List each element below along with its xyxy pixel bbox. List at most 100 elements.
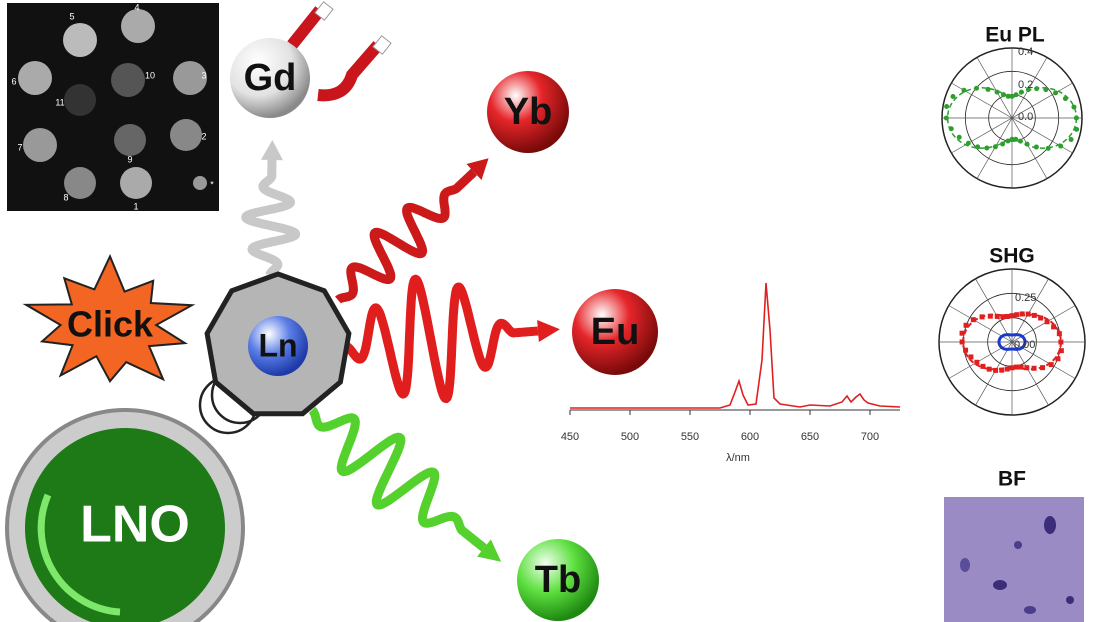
polar-point [1044, 319, 1050, 325]
polar-point [1068, 136, 1074, 142]
polar-point [944, 103, 950, 109]
wave [241, 156, 301, 279]
mri-label: * [210, 179, 214, 189]
polar-point [1058, 143, 1064, 149]
polar-point [1014, 312, 1020, 318]
polar-point [965, 140, 971, 146]
polar-point [1031, 312, 1037, 318]
polar-point [1025, 87, 1031, 93]
polar-point [963, 347, 969, 353]
polar-point [963, 322, 969, 328]
polar-point [1071, 104, 1077, 110]
polar-tick: 0.2 [1018, 79, 1033, 91]
polar-point [980, 363, 986, 369]
mri-panel: 5 4 6 10 3 11 7 9 2 8 1 * [7, 2, 219, 211]
mri-label: 5 [69, 11, 74, 21]
mri-label: 4 [134, 2, 139, 12]
mri-label: 2 [201, 131, 206, 141]
polar-point [974, 359, 980, 365]
wave [334, 168, 478, 304]
lno-label: LNO [80, 496, 190, 554]
polar-point [979, 314, 985, 320]
polar-point [1045, 145, 1051, 151]
polar-point [1043, 87, 1049, 93]
polar-point [950, 94, 956, 100]
mri-label: 3 [201, 70, 206, 80]
polar-point [1074, 126, 1080, 132]
polar-point [975, 144, 981, 150]
click-star [22, 253, 196, 383]
mri-label: 6 [11, 76, 16, 86]
wave-arrowhead [477, 539, 502, 562]
magnet-arm [287, 6, 325, 49]
polar-point [1058, 339, 1064, 345]
polar-point [1013, 92, 1019, 98]
polar-point [1009, 365, 1015, 371]
bf-image [944, 497, 1084, 622]
polar-point [1055, 356, 1061, 362]
polar-point [1025, 311, 1031, 317]
bf-particle [1066, 596, 1074, 604]
polar-point [974, 85, 980, 91]
polar-point [1009, 136, 1015, 142]
polar-point [1040, 365, 1046, 371]
polar-point [986, 366, 992, 372]
bf-particle [1044, 516, 1056, 534]
eu-sphere [572, 289, 658, 375]
mri-sample [114, 124, 146, 156]
spectrum-tick-label: 700 [861, 431, 879, 443]
polar-point [1013, 136, 1019, 142]
polar-point [1009, 313, 1015, 319]
polar-point [1048, 362, 1054, 368]
polar-point [1013, 364, 1019, 370]
spectrum-tick-label: 550 [681, 431, 699, 443]
polar-tick: 0.0 [1018, 111, 1033, 123]
polar-curve [997, 333, 1027, 351]
mri-label: 10 [145, 70, 155, 80]
polar-point [1019, 311, 1025, 317]
mri-label: 9 [127, 154, 132, 164]
polar-point [1017, 138, 1023, 144]
polar-point [1004, 313, 1010, 319]
polar-point [984, 145, 990, 151]
polar-point [1031, 365, 1037, 371]
mri-sample [121, 9, 155, 43]
gd-sphere [230, 38, 310, 118]
mri-sample [173, 61, 207, 95]
polar-point [1034, 86, 1040, 92]
bf-particle [993, 580, 1007, 590]
mri-sample [64, 84, 96, 116]
polar-point [959, 330, 965, 336]
bf-particle [1024, 606, 1036, 614]
spectrum-tick-label: 450 [561, 431, 579, 443]
ln-label: Ln [258, 327, 297, 363]
shg-polar [938, 268, 1086, 416]
polar-point [1018, 89, 1024, 95]
mri-sample [63, 23, 97, 57]
yb-label: Yb [504, 91, 553, 133]
polar-point [970, 317, 976, 323]
emission-spectrum: λ/nm 450 500 550 600 650 700 [561, 282, 901, 464]
gd-label: Gd [244, 57, 297, 99]
lno-core [25, 428, 225, 622]
polar-point [992, 144, 998, 150]
polar-point [1051, 324, 1057, 330]
polar-point [994, 89, 1000, 95]
mri-label: 1 [133, 201, 138, 211]
eu-pl-polar [941, 47, 1083, 189]
polar-point [1038, 315, 1044, 321]
polar-point [1005, 138, 1011, 144]
polar-point [987, 313, 993, 319]
polar-tick: 0.00 [1014, 339, 1035, 351]
bf-title: BF [998, 468, 1026, 491]
magnet [317, 41, 383, 102]
polar-point [1001, 92, 1007, 98]
click-label: Click [67, 304, 154, 345]
spectrum-tick-label: 650 [801, 431, 819, 443]
polar-point [999, 367, 1005, 373]
wave [341, 274, 542, 404]
polar-point [1000, 141, 1006, 147]
polar-point [948, 126, 954, 132]
mri-sample [18, 61, 52, 95]
polar-point [1073, 115, 1079, 121]
